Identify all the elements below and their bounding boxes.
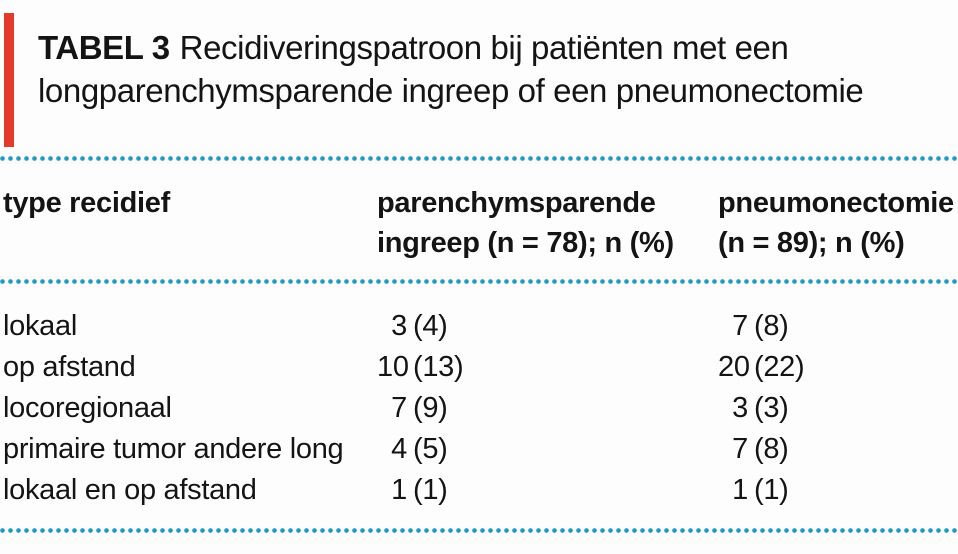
- table-title-line2: longparenchymsparende ingreep of een pne…: [38, 72, 864, 109]
- cell-percent: (1): [413, 474, 448, 506]
- column-header-parenchymsparende: parenchymsparende ingreep (n = 78); n (%…: [377, 183, 718, 263]
- cell-parenchymsparende: 1 (1): [377, 470, 718, 511]
- column-header-parenchymsparende-line1: parenchymsparende: [377, 187, 656, 219]
- cell-percent: (8): [754, 433, 789, 465]
- table-title-text1: Recidiveringspatroon bij patiënten met e…: [179, 29, 789, 66]
- cell-count: 7: [391, 392, 407, 424]
- table-header-row: type recidief parenchymsparende ingreep …: [0, 183, 958, 263]
- cell-count: 7: [732, 433, 748, 465]
- cell-percent: (4): [413, 310, 448, 342]
- cell-count: 3: [732, 392, 748, 424]
- dotted-divider-middle: [0, 279, 958, 284]
- cell-count: 1: [732, 474, 748, 506]
- row-label: lokaal en op afstand: [3, 474, 257, 506]
- dotted-divider-top: [0, 156, 958, 161]
- table-row: locoregionaal 7 (9) 3 (3): [0, 388, 958, 429]
- cell-parenchymsparende: 4 (5): [377, 429, 718, 470]
- column-header-pneumonectomie-line1: pneumonectomie: [718, 187, 954, 219]
- table-row: primaire tumor andere long 4 (5) 7 (8): [0, 429, 958, 470]
- cell-percent: (9): [413, 392, 448, 424]
- cell-percent: (22): [754, 351, 805, 383]
- cell-parenchymsparende: 3 (4): [377, 306, 718, 347]
- dotted-divider-bottom: [0, 528, 958, 533]
- cell-percent: (8): [754, 310, 789, 342]
- table-row: lokaal en op afstand 1 (1) 1 (1): [0, 470, 958, 511]
- table-row: op afstand 10 (13) 20 (22): [0, 347, 958, 388]
- cell-pneumonectomie: 7 (8): [718, 429, 958, 470]
- table-title-line1: TABEL 3 Recidiveringspatroon bij patiënte…: [38, 26, 938, 69]
- row-label: op afstand: [3, 351, 136, 383]
- cell-percent: (5): [413, 433, 448, 465]
- cell-pneumonectomie: 1 (1): [718, 470, 958, 511]
- table-body: lokaal 3 (4) 7 (8) op afstand 10 (13) 20 (22…: [0, 306, 958, 511]
- cell-count: 3: [391, 310, 407, 342]
- row-label: primaire tumor andere long: [3, 433, 344, 465]
- cell-percent: (13): [413, 351, 464, 383]
- cell-count: 7: [732, 310, 748, 342]
- cell-pneumonectomie: 7 (8): [718, 306, 958, 347]
- cell-percent: (3): [754, 392, 789, 424]
- row-label: lokaal: [3, 310, 77, 342]
- row-label: locoregionaal: [3, 392, 172, 424]
- table-row: lokaal 3 (4) 7 (8): [0, 306, 958, 347]
- cell-count: 10: [377, 351, 409, 383]
- accent-bar: [4, 13, 14, 147]
- table-title: TABEL 3 Recidiveringspatroon bij patiënte…: [38, 26, 938, 112]
- column-header-pneumonectomie: pneumonectomie (n = 89); n (%): [718, 183, 958, 263]
- cell-pneumonectomie: 20 (22): [718, 347, 958, 388]
- cell-percent: (1): [754, 474, 789, 506]
- cell-pneumonectomie: 3 (3): [718, 388, 958, 429]
- column-header-pneumonectomie-line2: (n = 89); n (%): [718, 227, 905, 259]
- cell-parenchymsparende: 10 (13): [377, 347, 718, 388]
- cell-count: 4: [391, 433, 407, 465]
- column-header-parenchymsparende-line2: ingreep (n = 78); n (%): [377, 227, 674, 259]
- cell-parenchymsparende: 7 (9): [377, 388, 718, 429]
- table-number-label: TABEL 3: [38, 29, 170, 66]
- cell-count: 1: [391, 474, 407, 506]
- column-header-type-recidief: type recidief: [3, 187, 170, 219]
- cell-count: 20: [718, 351, 750, 383]
